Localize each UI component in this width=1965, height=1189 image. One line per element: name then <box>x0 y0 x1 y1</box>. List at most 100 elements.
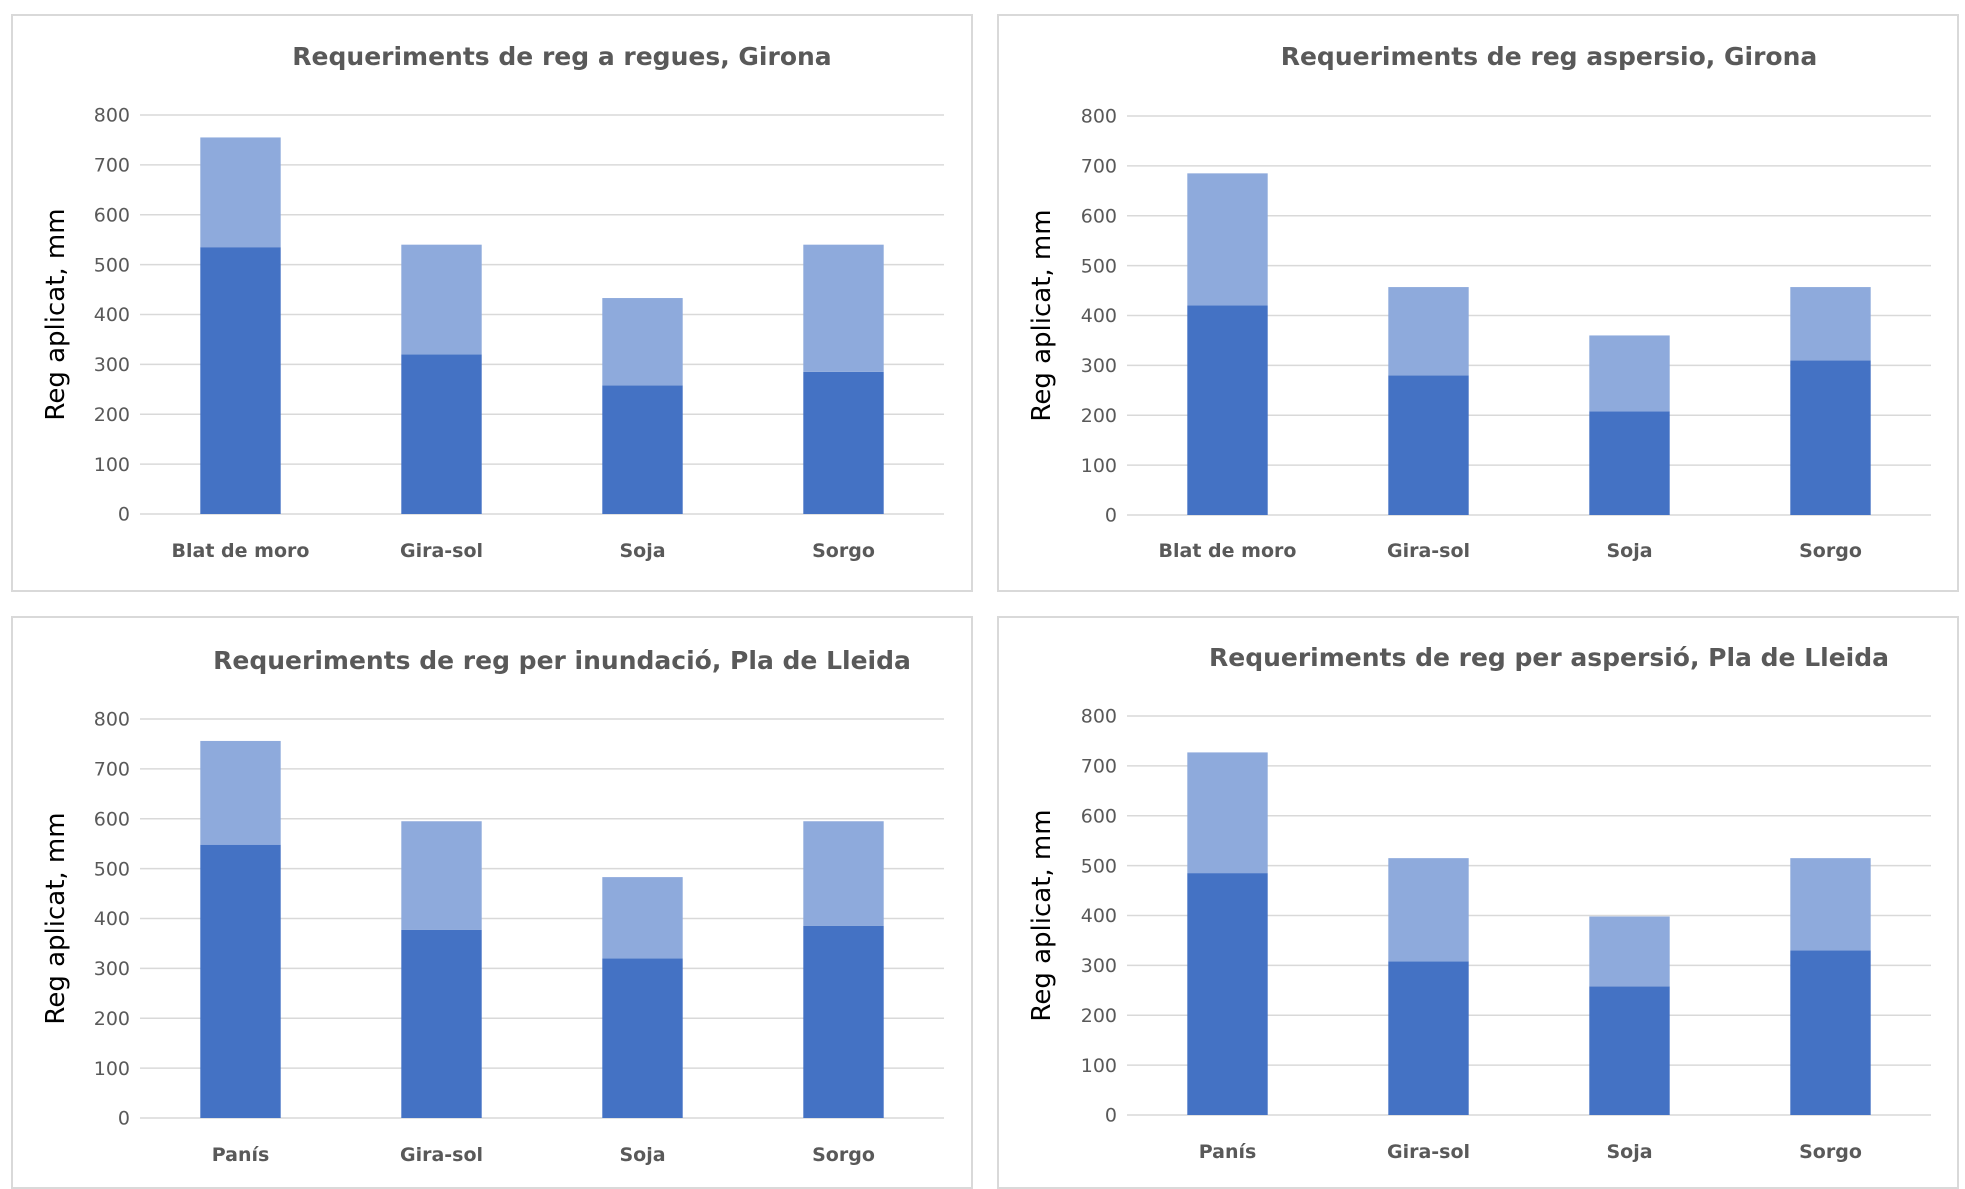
bar-segment <box>1187 752 1268 874</box>
y-tick-label: 700 <box>1081 156 1117 178</box>
x-tick-label: Panís <box>1199 1141 1257 1163</box>
x-tick-label: Gira-sol <box>400 540 483 562</box>
x-tick-label: Soja <box>619 540 665 562</box>
bar-segment <box>1790 287 1871 361</box>
chart-panel-4: Requeriments de reg per aspersió, Pla de… <box>997 616 1959 1189</box>
x-tick-label: Soja <box>1606 540 1652 562</box>
bar-segment <box>1187 305 1268 515</box>
bar-segment <box>602 958 683 1118</box>
y-tick-label: 0 <box>1105 505 1117 527</box>
y-tick-label: 200 <box>94 404 130 426</box>
y-tick-label: 500 <box>1081 855 1117 877</box>
chart-title: Requeriments de reg a regues, Girona <box>292 42 831 71</box>
bar-segment <box>1790 950 1871 1115</box>
y-tick-label: 400 <box>1081 905 1117 927</box>
bar-segment <box>200 740 281 845</box>
bar-segment <box>401 821 482 930</box>
x-tick-label: Gira-sol <box>1387 540 1470 562</box>
chart-svg: Requeriments de reg per aspersió, Pla de… <box>1027 643 1931 1163</box>
x-tick-label: Gira-sol <box>400 1144 483 1166</box>
chart-svg: Requeriments de reg a regues, Girona Reg … <box>41 42 944 562</box>
bar-segment <box>200 137 281 248</box>
y-axis-label: Reg aplicat, mm <box>41 812 71 1024</box>
bar-segment <box>1589 916 1670 987</box>
y-tick-label: 100 <box>1081 455 1117 477</box>
y-tick-label: 300 <box>94 958 130 980</box>
y-tick-label: 700 <box>94 155 130 177</box>
chart-title: Requeriments de reg per inundació, Pla d… <box>213 646 911 675</box>
x-tick-label: Soja <box>619 1144 665 1166</box>
chart-svg: Requeriments de reg per inundació, Pla d… <box>41 646 944 1166</box>
y-tick-label: 300 <box>1081 955 1117 977</box>
y-tick-label: 800 <box>94 709 130 731</box>
y-tick-label: 200 <box>94 1008 130 1030</box>
chart-panel-3: Requeriments de reg per inundació, Pla d… <box>11 616 973 1189</box>
y-tick-label: 400 <box>94 304 130 326</box>
bar-segment <box>1589 411 1670 515</box>
bar-segment <box>401 354 482 514</box>
x-tick-label: Panís <box>212 1144 270 1166</box>
y-tick-label: 100 <box>1081 1055 1117 1077</box>
x-tick-label: Blat de moro <box>172 540 310 562</box>
x-tick-label: Soja <box>1606 1141 1652 1163</box>
y-tick-label: 700 <box>1081 756 1117 778</box>
y-tick-label: 400 <box>94 908 130 930</box>
bar-segment <box>1388 287 1469 376</box>
bar-segment <box>803 821 884 926</box>
bar-segment <box>1388 858 1469 962</box>
y-tick-label: 400 <box>1081 305 1117 327</box>
y-axis-label: Reg aplicat, mm <box>1027 209 1057 421</box>
y-tick-label: 200 <box>1081 1005 1117 1027</box>
bar-segment <box>1187 873 1268 1115</box>
bar-segment <box>1187 173 1268 306</box>
chart-title: Requeriments de reg aspersio, Girona <box>1281 42 1818 71</box>
x-tick-label: Sorgo <box>1799 540 1862 562</box>
chart-title: Requeriments de reg per aspersió, Pla de… <box>1209 643 1889 672</box>
bar-segment <box>401 244 482 355</box>
y-tick-label: 800 <box>1081 706 1117 728</box>
y-tick-label: 100 <box>94 1058 130 1080</box>
bar-segment <box>602 298 683 386</box>
chart-svg: Requeriments de reg aspersio, Girona Reg … <box>1027 42 1931 562</box>
bar-segment <box>1589 986 1670 1115</box>
bar-segment <box>200 247 281 514</box>
y-tick-label: 600 <box>1081 805 1117 827</box>
y-tick-label: 200 <box>1081 405 1117 427</box>
y-tick-label: 800 <box>94 105 130 127</box>
bar-segment <box>803 371 884 514</box>
bar-segment <box>1589 335 1670 412</box>
bar-segment <box>602 877 683 959</box>
y-tick-label: 600 <box>1081 205 1117 227</box>
chart-panel-1: Requeriments de reg a regues, Girona Reg … <box>11 14 973 592</box>
y-tick-label: 0 <box>118 1108 130 1130</box>
bar-segment <box>803 925 884 1118</box>
bar-segment <box>1790 360 1871 515</box>
bar-segment <box>803 244 884 372</box>
y-tick-label: 0 <box>118 504 130 526</box>
y-tick-label: 600 <box>94 204 130 226</box>
y-tick-label: 600 <box>94 808 130 830</box>
chart-panel-2: Requeriments de reg aspersio, Girona Reg … <box>997 14 1959 592</box>
y-tick-label: 700 <box>94 759 130 781</box>
y-tick-label: 800 <box>1081 106 1117 128</box>
x-tick-label: Sorgo <box>812 1144 875 1166</box>
bar-segment <box>401 929 482 1118</box>
y-tick-label: 500 <box>94 254 130 276</box>
y-axis-label: Reg aplicat, mm <box>41 208 71 420</box>
y-tick-label: 100 <box>94 454 130 476</box>
y-tick-label: 500 <box>1081 255 1117 277</box>
bar-segment <box>602 385 683 514</box>
bar-segment <box>200 844 281 1118</box>
bar-segment <box>1388 375 1469 515</box>
y-tick-label: 0 <box>1105 1105 1117 1127</box>
y-tick-label: 300 <box>94 354 130 376</box>
y-tick-label: 300 <box>1081 355 1117 377</box>
x-tick-label: Blat de moro <box>1159 540 1297 562</box>
x-tick-label: Gira-sol <box>1387 1141 1470 1163</box>
y-tick-label: 500 <box>94 858 130 880</box>
bar-segment <box>1790 858 1871 951</box>
bar-segment <box>1388 961 1469 1115</box>
y-axis-label: Reg aplicat, mm <box>1027 809 1057 1021</box>
x-tick-label: Sorgo <box>1799 1141 1862 1163</box>
x-tick-label: Sorgo <box>812 540 875 562</box>
